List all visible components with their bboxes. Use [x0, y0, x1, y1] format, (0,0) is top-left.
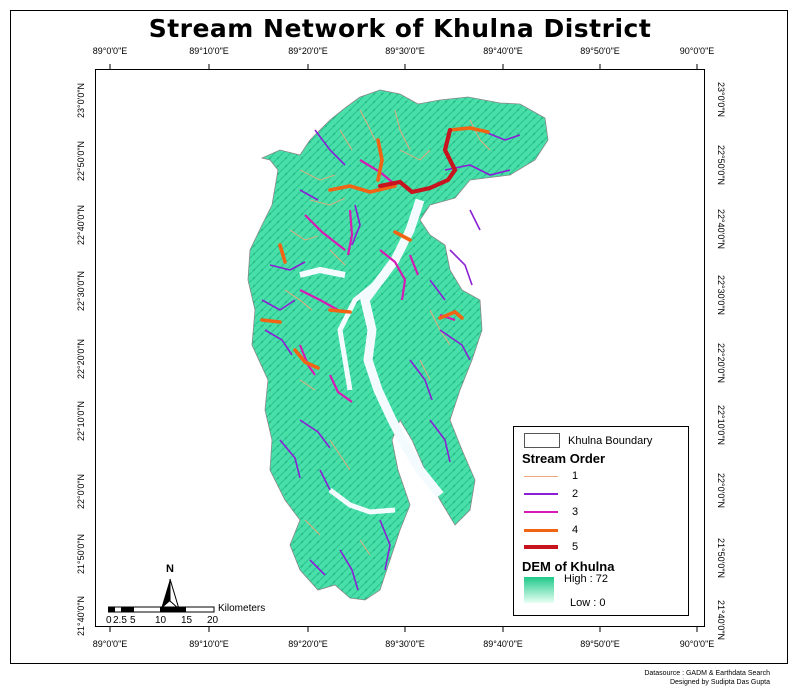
scale-label: 15 — [181, 615, 193, 626]
dem-low: Low : 0 — [570, 597, 606, 609]
stream-order-5 — [377, 127, 458, 195]
scale-label: 20 — [207, 615, 219, 626]
order-4-swatch — [524, 528, 558, 532]
order-2-swatch — [524, 493, 558, 495]
lon-tick-top: 89°10'0"E — [189, 46, 229, 56]
river-channels — [299, 198, 444, 515]
data-source: Datasource : GADM & Earthdata Search — [644, 670, 770, 677]
lon-tick-top: 89°40'0"E — [483, 46, 523, 56]
khulna-boundary — [247, 89, 549, 601]
scale-unit: Kilometers — [218, 603, 266, 614]
outer-frame — [10, 10, 788, 664]
north-label: N — [166, 563, 174, 575]
legend-order-row: 4 — [524, 524, 578, 536]
lon-tick-bottom: 89°20'0"E — [288, 639, 328, 649]
legend-order-row: 5 — [524, 541, 578, 553]
order-label: 3 — [572, 506, 579, 518]
legend-order-row: 3 — [524, 506, 578, 518]
lon-tick-bottom: 90°0'0"E — [679, 639, 715, 649]
scale-label: 0 — [106, 615, 112, 626]
order-label: 2 — [572, 488, 579, 500]
order-label: 5 — [572, 541, 579, 553]
lon-tick-top: 89°0'0"E — [92, 46, 128, 56]
lon-tick-bottom: 89°50'0"E — [580, 639, 620, 649]
dem-title: DEM of Khulna — [522, 559, 615, 574]
legend-order-row: 1 — [524, 470, 578, 482]
scale-label: 10 — [155, 615, 167, 626]
lon-tick-top: 89°20'0"E — [288, 46, 328, 56]
north-arrow-icon — [161, 578, 180, 611]
map-title: Stream Network of Khulna District — [148, 14, 652, 43]
stream-order-1 — [284, 109, 491, 556]
lon-tick-top: 90°0'0"E — [679, 46, 715, 56]
scale-label: 5 — [130, 615, 136, 626]
scale-bar-graphic — [108, 606, 215, 613]
stream-order-title: Stream Order — [522, 451, 606, 466]
designer: Designed by Sudipta Das Gupta — [669, 679, 770, 686]
order-3-swatch — [524, 511, 558, 513]
lon-tick-bottom: 89°0'0"E — [92, 639, 128, 649]
lon-tick-bottom: 89°30'0"E — [385, 639, 425, 649]
lon-tick-top: 89°50'0"E — [580, 46, 620, 56]
dem-high: High : 72 — [564, 573, 609, 585]
lon-tick-bottom: 89°40'0"E — [483, 639, 523, 649]
stream-order-2 — [261, 129, 521, 591]
legend-boundary-row: Khulna Boundary — [524, 433, 652, 448]
order-1-swatch — [524, 475, 558, 477]
boundary-swatch — [524, 433, 560, 448]
frame-ticks — [109, 64, 698, 632]
map-legend: Khulna Boundary Stream Order 1 2 3 4 5 D… — [513, 426, 689, 616]
order-label: 4 — [572, 524, 579, 536]
legend-order-row: 2 — [524, 488, 578, 500]
credits: Datasource : GADM & Earthdata Search Des… — [644, 669, 770, 687]
order-label: 1 — [572, 470, 579, 482]
lon-tick-top: 89°30'0"E — [385, 46, 425, 56]
scale-label: 2.5 — [113, 615, 127, 626]
lon-tick-bottom: 89°10'0"E — [189, 639, 229, 649]
dem-gradient — [524, 577, 554, 603]
boundary-label: Khulna Boundary — [568, 434, 653, 447]
stream-order-4 — [260, 126, 490, 370]
order-5-swatch — [524, 545, 558, 549]
